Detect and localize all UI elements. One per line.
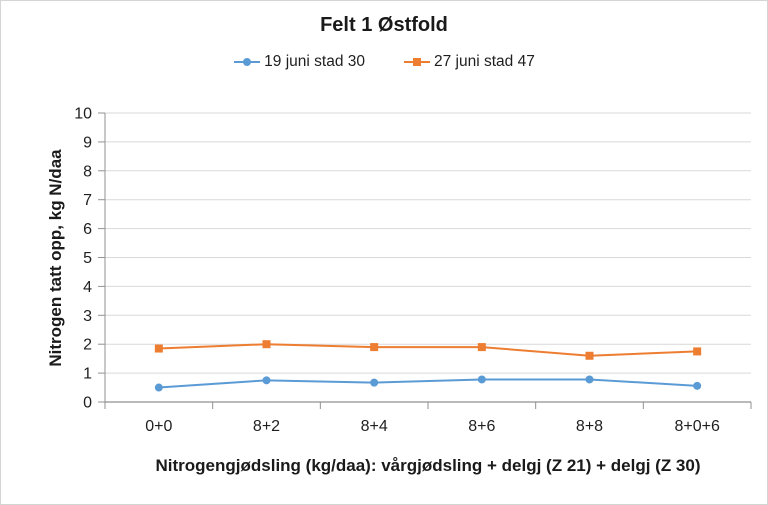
- svg-text:6: 6: [83, 221, 92, 238]
- svg-text:8+4: 8+4: [361, 418, 388, 435]
- legend-item-series-2: 27 juni stad 47: [403, 53, 535, 71]
- svg-text:5: 5: [83, 250, 92, 267]
- legend-label-series-1: 19 juni stad 30: [264, 53, 365, 70]
- svg-text:8+0+6: 8+0+6: [674, 418, 719, 435]
- svg-text:8+6: 8+6: [468, 418, 495, 435]
- svg-text:10: 10: [74, 106, 92, 123]
- svg-text:3: 3: [83, 308, 92, 325]
- chart-title: Felt 1 Østfold: [320, 14, 448, 36]
- svg-text:4: 4: [83, 279, 92, 296]
- svg-text:1: 1: [83, 366, 92, 383]
- legend-label-series-2: 27 juni stad 47: [434, 53, 535, 70]
- legend: 19 juni stad 30 27 juni stad 47: [1, 53, 767, 71]
- line-square-marker-icon: [404, 58, 430, 66]
- legend-item-series-1: 19 juni stad 30: [233, 53, 365, 71]
- svg-text:2: 2: [83, 337, 92, 354]
- svg-text:8+2: 8+2: [253, 418, 280, 435]
- svg-text:9: 9: [83, 134, 92, 151]
- x-axis-title: Nitrogengjødsling (kg/daa): vårgjødsling…: [155, 456, 701, 475]
- svg-text:8+8: 8+8: [576, 418, 603, 435]
- svg-text:8: 8: [83, 163, 92, 180]
- svg-text:7: 7: [83, 192, 92, 209]
- svg-text:0+0: 0+0: [145, 418, 172, 435]
- line-circle-marker-icon: [234, 58, 261, 66]
- svg-text:0: 0: [83, 395, 92, 412]
